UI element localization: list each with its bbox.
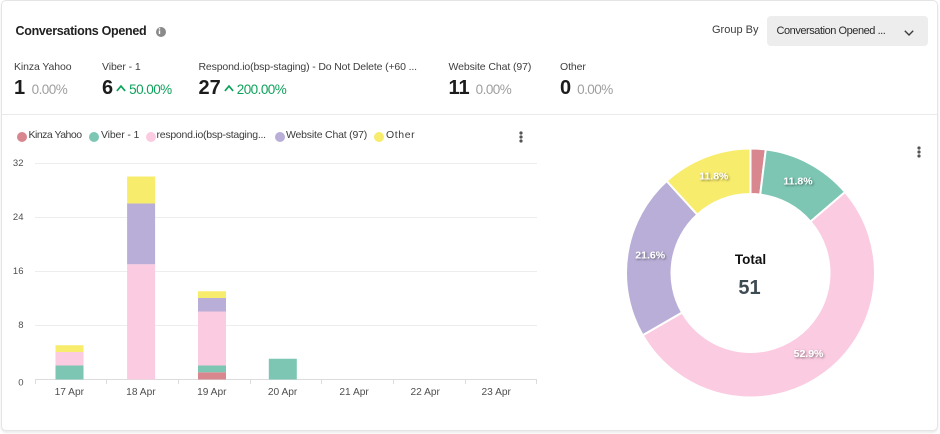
svg-text:19 Apr: 19 Apr xyxy=(197,387,227,398)
svg-text:23 Apr: 23 Apr xyxy=(481,387,511,398)
svg-text:18 Apr: 18 Apr xyxy=(126,387,156,398)
svg-text:21.6%: 21.6% xyxy=(635,250,665,262)
svg-text:0: 0 xyxy=(18,378,23,389)
svg-text:Total: Total xyxy=(735,252,766,267)
svg-text:16: 16 xyxy=(13,266,24,277)
svg-text:32: 32 xyxy=(13,158,24,169)
svg-text:11.8%: 11.8% xyxy=(783,176,813,188)
svg-text:21 Apr: 21 Apr xyxy=(339,387,369,398)
svg-text:20 Apr: 20 Apr xyxy=(268,387,298,398)
svg-text:22 Apr: 22 Apr xyxy=(410,387,440,398)
svg-text:17 Apr: 17 Apr xyxy=(55,387,85,398)
svg-text:11.8%: 11.8% xyxy=(699,171,729,183)
svg-text:24: 24 xyxy=(13,212,24,223)
svg-text:51: 51 xyxy=(738,277,760,299)
svg-text:8: 8 xyxy=(18,320,23,331)
svg-text:52.9%: 52.9% xyxy=(794,348,824,360)
